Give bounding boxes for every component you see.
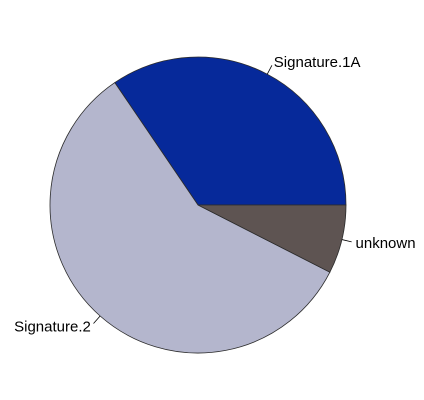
pie-slices — [49, 56, 347, 354]
leader-line — [93, 315, 101, 324]
leader-line — [341, 239, 352, 243]
slice-label: Signature.1A — [274, 54, 361, 71]
pie-slice-unknown — [197, 204, 347, 273]
slice-labels: Signature.1A Signature.2 unknown — [14, 54, 415, 336]
leader-line — [266, 65, 273, 75]
pie-slice-signature-2 — [49, 82, 331, 354]
slice-label: unknown — [356, 235, 416, 252]
slice-label: Signature.2 — [14, 319, 91, 336]
